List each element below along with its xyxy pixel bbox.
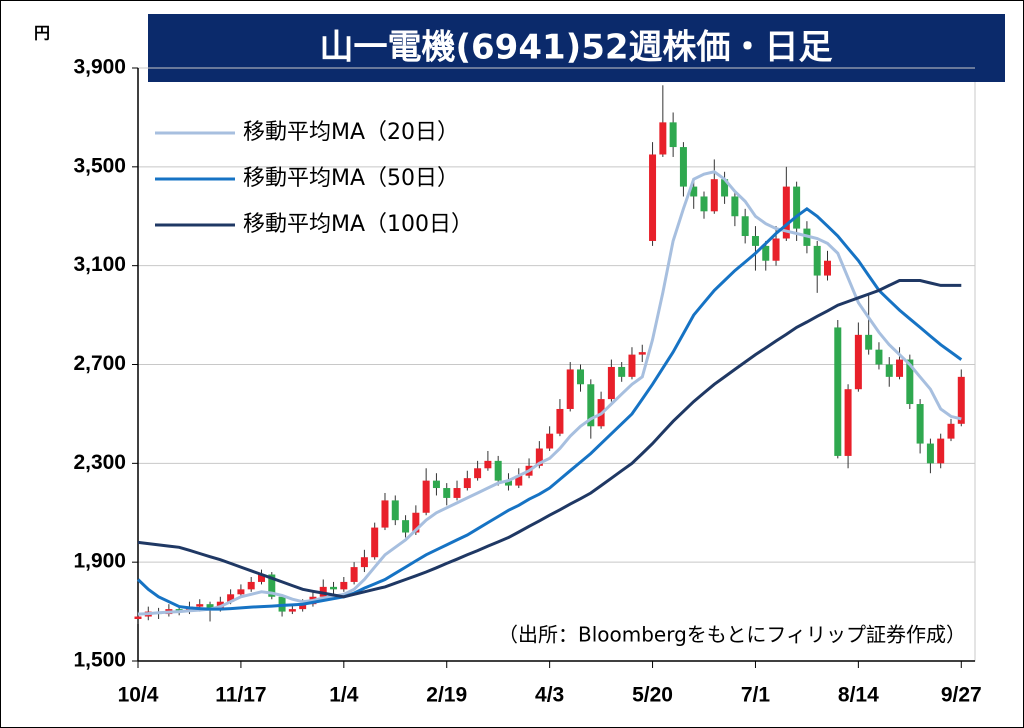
- candle-body: [288, 609, 296, 612]
- candle-body: [371, 527, 379, 558]
- candle-body: [577, 369, 585, 385]
- x-tick-label: 11/17: [215, 684, 266, 707]
- y-tick-label: 2,700: [73, 352, 126, 375]
- candle-body: [793, 186, 801, 229]
- x-tick-label: 10/4: [118, 684, 159, 707]
- unit-label: 円: [34, 24, 50, 43]
- candle-body: [257, 574, 265, 582]
- ma-line: [137, 279, 962, 599]
- candle-body: [237, 589, 245, 595]
- candle-body: [834, 327, 842, 456]
- candle-body: [206, 604, 214, 610]
- candle-body: [690, 186, 698, 197]
- candle-body: [556, 408, 564, 434]
- y-tick-label: 1,500: [73, 649, 126, 672]
- candle-body: [659, 122, 667, 155]
- y-tick-label: 3,500: [73, 154, 126, 177]
- candle-body: [402, 520, 410, 533]
- candle-body: [443, 488, 451, 498]
- candle-body: [134, 616, 142, 619]
- candle-body: [227, 594, 235, 602]
- candle-body: [679, 147, 687, 187]
- x-tick-label: 8/14: [838, 684, 879, 707]
- candle-body: [412, 512, 420, 533]
- x-tick-label: 2/19: [426, 684, 467, 707]
- candle-body: [350, 567, 358, 582]
- legend-label: 移動平均MA（50日）: [243, 166, 459, 191]
- legend-label: 移動平均MA（100日）: [243, 212, 473, 237]
- candle-body: [515, 475, 523, 486]
- candle-body: [422, 480, 430, 513]
- chart-title: 山一電機(6941)52週株価・日足: [319, 28, 832, 68]
- candle-body: [628, 354, 636, 377]
- candle-body: [391, 500, 399, 521]
- candle-body: [957, 376, 965, 424]
- candle-body: [494, 460, 502, 481]
- candle-body: [463, 478, 471, 489]
- candle-body: [926, 443, 934, 464]
- candle-body: [340, 581, 348, 590]
- candle-body: [535, 448, 543, 466]
- candle-body: [731, 196, 739, 217]
- candle-body: [247, 581, 255, 590]
- candle-body: [360, 557, 368, 568]
- candle-body: [865, 334, 873, 350]
- candle-body: [844, 389, 852, 456]
- candle-body: [474, 468, 482, 479]
- ma-line: [136, 206, 963, 611]
- candle-body: [268, 574, 276, 597]
- candle-body: [875, 349, 883, 365]
- y-tick-label: 2,300: [73, 451, 126, 474]
- candle-body: [813, 245, 821, 276]
- candle-body: [299, 604, 307, 610]
- candle-body: [916, 404, 924, 444]
- x-tick-label: 9/27: [941, 684, 982, 707]
- candle-body: [710, 179, 718, 212]
- candle-body: [484, 460, 492, 469]
- y-tick-label: 1,900: [73, 550, 126, 573]
- candle-body: [504, 480, 512, 486]
- candle-body: [772, 238, 780, 261]
- candle-body: [330, 586, 338, 590]
- x-tick-label: 1/4: [329, 684, 359, 707]
- x-tick-label: 5/20: [632, 684, 673, 707]
- candle-body: [618, 366, 626, 377]
- candle-body: [896, 359, 904, 377]
- candle-body: [432, 480, 440, 489]
- candle-body: [546, 433, 554, 449]
- ma-line: [137, 170, 962, 616]
- candle-body: [947, 423, 955, 439]
- candle-body: [587, 384, 595, 427]
- y-tick-label: 3,100: [73, 253, 126, 276]
- candle-body: [823, 260, 831, 276]
- x-tick-label: 4/3: [535, 684, 564, 707]
- candle-body: [381, 500, 389, 528]
- candle-body: [669, 122, 677, 148]
- candle-body: [638, 352, 646, 355]
- x-tick-label: 7/1: [741, 684, 771, 707]
- candle-body: [196, 604, 204, 607]
- candle-body: [453, 488, 461, 498]
- legend-label: 移動平均MA（20日）: [243, 120, 459, 145]
- candle-body: [566, 369, 574, 409]
- candle-body: [854, 334, 862, 390]
- candle-body: [762, 245, 770, 261]
- candle-body: [885, 364, 893, 377]
- annotation: （出所：Bloombergをもとにフィリップ証券作成）: [498, 623, 966, 647]
- y-tick-label: 3,900: [73, 56, 126, 79]
- candle-body: [906, 359, 914, 405]
- candle-body: [700, 196, 708, 212]
- candle-body: [741, 216, 749, 237]
- candle-body: [937, 438, 945, 464]
- candle-body: [607, 366, 615, 400]
- candle-body: [782, 186, 790, 239]
- candle-body: [751, 236, 759, 246]
- candle-body: [649, 154, 657, 241]
- candle-body: [721, 179, 729, 197]
- title-box: [148, 14, 1005, 82]
